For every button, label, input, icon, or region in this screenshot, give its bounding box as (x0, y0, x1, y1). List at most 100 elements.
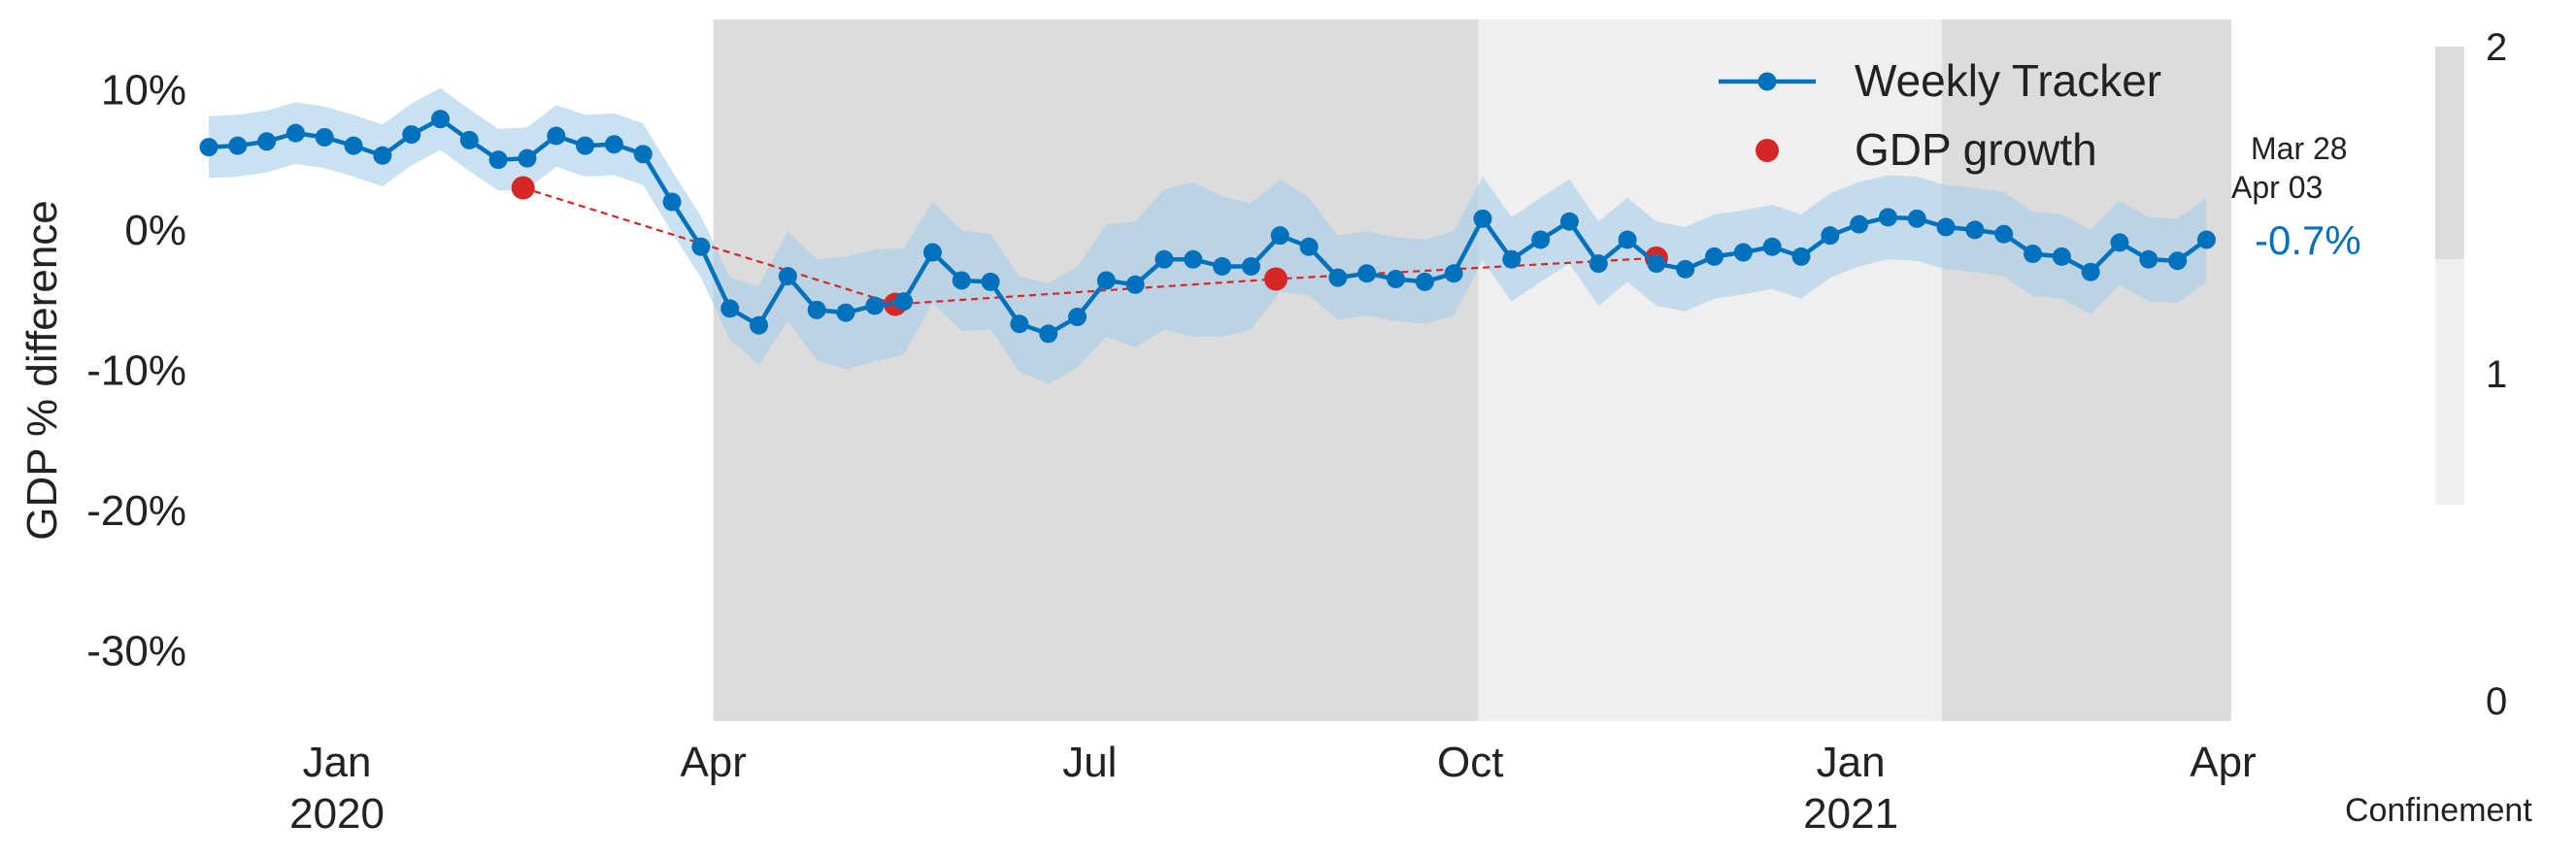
weekly-tracker-point-40 (1357, 264, 1377, 283)
weekly-tracker-point-57 (1850, 214, 1869, 234)
weekly-tracker-point-64 (2052, 247, 2071, 266)
weekly-tracker-point-7 (402, 125, 421, 145)
weekly-tracker-point-30 (1068, 308, 1087, 327)
weekly-tracker-point-20 (778, 267, 797, 286)
y-axis: 10% 0% -10% -20% -30% GDP % difference (18, 66, 186, 675)
week-label-top: Mar 28 (2251, 131, 2348, 166)
weekly-tracker-point-56 (1821, 226, 1840, 246)
weekly-tracker-point-68 (2168, 251, 2188, 271)
weekly-tracker-point-35 (1213, 256, 1232, 276)
weekly-tracker-point-45 (1502, 249, 1522, 269)
weekly-tracker-point-48 (1589, 254, 1608, 274)
weekly-tracker-point-17 (691, 237, 711, 256)
weekly-tracker-point-31 (1096, 271, 1116, 290)
weekly-tracker-point-25 (922, 243, 942, 262)
weekly-tracker-point-52 (1705, 247, 1724, 266)
weekly-tracker-point-27 (981, 272, 1000, 291)
weekly-tracker-point-11 (518, 148, 537, 168)
confinement-period-2 (1941, 19, 2231, 721)
weekly-tracker-point-66 (2110, 233, 2129, 252)
weekly-tracker-point-14 (604, 135, 623, 154)
weekly-tracker-point-41 (1387, 270, 1406, 289)
weekly-tracker-point-53 (1733, 243, 1753, 262)
weekly-tracker-point-21 (807, 300, 826, 319)
weekly-tracker-point-0 (199, 138, 218, 157)
x-tick-label-4: Jan (1817, 739, 1886, 786)
week-label-bottom: Apr 03 (2231, 170, 2323, 205)
legend-weekly-tracker-label: Weekly Tracker (1855, 55, 2161, 106)
weekly-tracker-point-39 (1328, 268, 1348, 287)
weekly-tracker-point-49 (1618, 230, 1637, 249)
colorbar-segment-0 (2435, 259, 2464, 505)
weekly-tracker-point-10 (488, 150, 508, 170)
weekly-tracker-point-8 (431, 110, 451, 129)
weekly-tracker-point-4 (315, 127, 334, 147)
weekly-tracker-point-59 (1907, 209, 1926, 228)
weekly-tracker-point-18 (720, 299, 740, 318)
last-value-label: -0.7% (2255, 217, 2361, 263)
weekly-tracker-point-32 (1125, 275, 1145, 294)
x-tick-year-0: 2020 (289, 790, 385, 838)
weekly-tracker-point-33 (1154, 249, 1174, 269)
weekly-tracker-point-37 (1270, 226, 1289, 246)
confinement-period-1 (1478, 19, 1942, 721)
weekly-tracker-band (209, 87, 2207, 385)
y-tick-label-1: 0% (124, 207, 186, 254)
colorbar-label: Confinement (2345, 792, 2532, 829)
annotations: Mar 28 Apr 03 -0.7% (2231, 131, 2361, 263)
confinement-shading (713, 19, 2231, 721)
weekly-tracker-point-12 (547, 126, 566, 146)
weekly-tracker-point-47 (1559, 212, 1579, 231)
weekly-tracker-point-5 (344, 136, 363, 155)
colorbar-tick-label-0: 2 (2486, 26, 2507, 69)
x-tick-label-0: Jan (303, 739, 372, 786)
weekly-tracker-series (199, 110, 2216, 344)
colorbar-tick-label-1: 1 (2486, 353, 2507, 396)
weekly-tracker-point-38 (1299, 237, 1319, 256)
legend-weekly-tracker-marker (1757, 72, 1777, 91)
x-tick-label-5: Apr (2190, 739, 2256, 786)
weekly-tracker-point-62 (1994, 224, 2014, 244)
legend: Weekly Tracker GDP growth (1719, 55, 2161, 175)
weekly-tracker-point-46 (1531, 230, 1551, 249)
weekly-tracker-point-15 (633, 145, 652, 164)
weekly-tracker-point-42 (1415, 272, 1434, 291)
weekly-tracker-point-69 (2196, 230, 2216, 249)
gdp-growth-point-0 (511, 176, 535, 200)
weekly-tracker-point-67 (2139, 249, 2158, 269)
weekly-tracker-point-23 (865, 296, 885, 315)
colorbar-segment-1 (2435, 47, 2464, 260)
x-tick-label-2: Jul (1062, 739, 1117, 786)
weekly-tracker-point-13 (576, 136, 595, 155)
weekly-tracker-point-28 (1010, 314, 1029, 334)
weekly-tracker-point-50 (1647, 254, 1666, 274)
y-tick-label-2: -10% (86, 347, 186, 395)
legend-gdp-growth-marker (1756, 139, 1779, 162)
weekly-tracker-point-22 (836, 303, 855, 322)
weekly-tracker-point-36 (1241, 256, 1260, 276)
gdp-growth-point-2 (1264, 267, 1288, 291)
weekly-tracker-point-54 (1762, 237, 1782, 256)
weekly-tracker-point-26 (952, 271, 971, 290)
weekly-tracker-point-9 (459, 130, 479, 149)
weekly-tracker-point-34 (1184, 249, 1203, 269)
weekly-tracker-point-44 (1473, 209, 1492, 228)
x-tick-year-4: 2021 (1803, 790, 1898, 838)
legend-gdp-growth-label: GDP growth (1855, 124, 2097, 175)
weekly-tracker-point-43 (1444, 264, 1463, 283)
x-tick-label-3: Oct (1437, 739, 1503, 786)
weekly-tracker-point-29 (1039, 324, 1058, 344)
weekly-tracker-point-1 (228, 136, 248, 155)
weekly-tracker-point-65 (2081, 262, 2100, 281)
y-tick-label-0: 10% (101, 66, 186, 114)
weekly-tracker-point-6 (373, 146, 392, 165)
weekly-tracker-point-24 (894, 292, 914, 312)
confinement-period-0 (713, 19, 1479, 721)
weekly-tracker-point-2 (257, 132, 277, 151)
confinement-colorbar: 2 1 0 Confinement (2345, 26, 2532, 829)
confidence-band (209, 87, 2207, 385)
weekly-tracker-point-58 (1878, 208, 1897, 227)
